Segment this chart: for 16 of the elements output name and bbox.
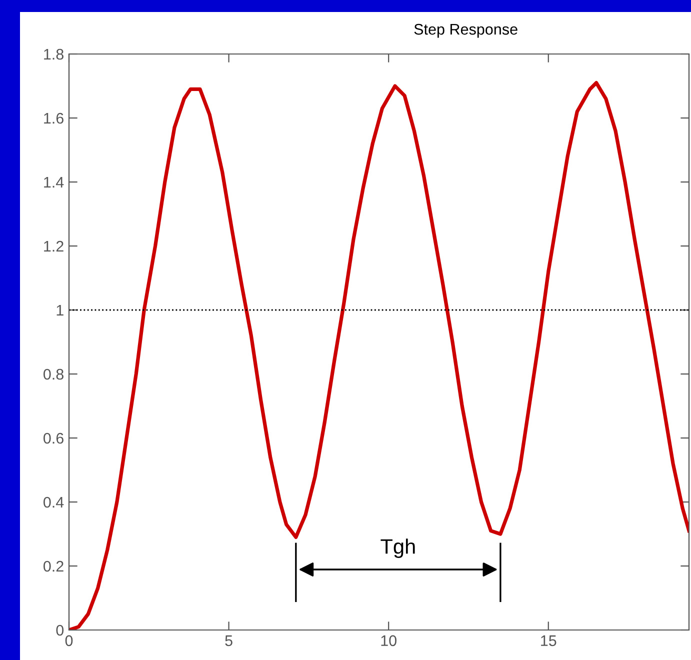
y-tick-label: 0.8 bbox=[44, 368, 64, 380]
y-tick-label: 0 bbox=[56, 624, 64, 636]
annotation: Tgh bbox=[380, 538, 415, 558]
chart-title: Step Response bbox=[414, 24, 518, 38]
x-tick-label: 10 bbox=[381, 635, 396, 646]
y-tick-label: 1.2 bbox=[44, 240, 64, 252]
x-tick-label: 15 bbox=[541, 635, 556, 646]
x-tick-label: 0 bbox=[65, 635, 73, 646]
y-tick-label: 0.2 bbox=[44, 560, 64, 572]
y-tick-label: 0.4 bbox=[44, 496, 64, 508]
y-tick-label: 1.8 bbox=[44, 48, 64, 60]
y-tick-label: 1 bbox=[56, 305, 64, 316]
y-tick-label: 0.6 bbox=[44, 432, 64, 444]
y-tick-label: 1.4 bbox=[44, 177, 64, 188]
x-tick-label: 5 bbox=[225, 635, 232, 646]
y-tick-label: 1.6 bbox=[44, 112, 64, 124]
